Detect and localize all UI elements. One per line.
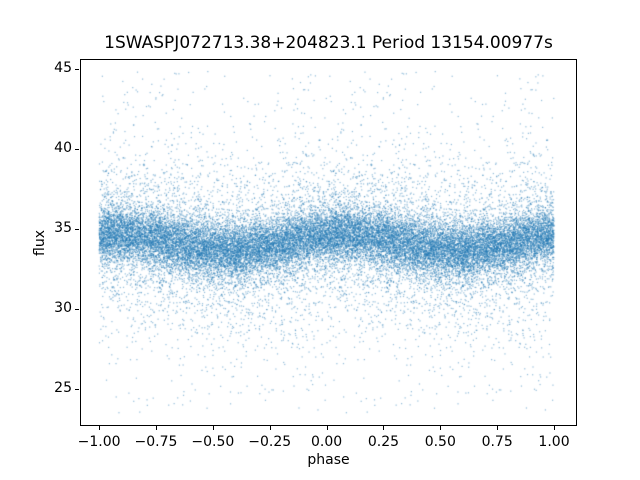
x-tick-label: 1.00 [538, 434, 570, 450]
scatter-canvas [80, 59, 577, 426]
x-tick-mark [326, 426, 328, 430]
y-axis-label: flux [32, 230, 48, 256]
x-tick-label: 0.25 [367, 434, 400, 450]
x-tick-label: −1.00 [77, 434, 121, 450]
x-tick-label: −0.50 [191, 434, 235, 450]
x-tick-mark [497, 426, 499, 430]
x-tick-label: −0.25 [248, 434, 292, 450]
x-tick-mark [554, 426, 556, 430]
y-tick-label: 45 [54, 60, 72, 77]
y-tick-mark [75, 229, 79, 231]
y-tick-label: 40 [54, 140, 72, 157]
x-tick-label: 0.75 [481, 434, 513, 450]
plot-title: 1SWASPJ072713.38+204823.1 Period 13154.0… [104, 33, 553, 53]
y-tick-mark [75, 389, 79, 391]
x-tick-label: 0.00 [310, 434, 343, 450]
y-tick-mark [75, 309, 79, 311]
x-axis-label: phase [307, 452, 350, 468]
y-tick-mark [75, 69, 79, 71]
x-tick-mark [155, 426, 157, 430]
x-tick-mark [383, 426, 385, 430]
x-tick-label: 0.50 [424, 434, 456, 450]
x-tick-mark [212, 426, 214, 430]
y-tick-label: 25 [54, 380, 72, 397]
y-tick-mark [75, 149, 79, 151]
y-tick-label: 35 [54, 220, 72, 237]
x-tick-mark [440, 426, 442, 430]
x-tick-mark [99, 426, 101, 430]
y-tick-label: 30 [54, 300, 72, 317]
x-tick-label: −0.75 [134, 434, 178, 450]
x-tick-mark [269, 426, 271, 430]
